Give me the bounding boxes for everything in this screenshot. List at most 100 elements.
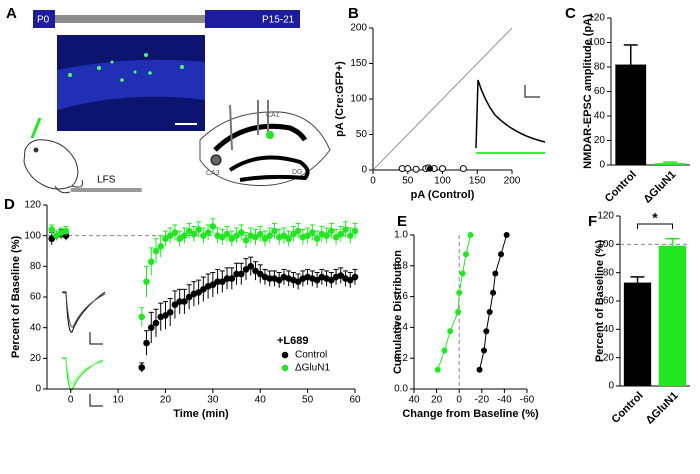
cumulative-line [479,234,508,370]
point [486,309,493,315]
y-tick-label: 0 [608,381,614,392]
x-tick-label: 40 [408,395,420,406]
y-tick-label: 100 [597,239,614,250]
timeline-bar [55,15,205,23]
panel-label: F [588,213,597,230]
timeline-end-label: P15-21 [262,15,295,26]
b-inset-trace [475,79,546,154]
point [143,339,150,347]
point [266,232,274,239]
point [166,309,174,316]
y-tick-label: 60 [603,296,615,307]
point [313,235,321,243]
y-tick-label: 0.0 [394,384,408,395]
y-axis-label: Percent of Baseline (%) [594,240,606,363]
stimulus-bar [70,188,142,192]
mouse [23,139,83,194]
point [195,289,202,296]
point [328,227,335,235]
y-tick-label: 40 [594,111,606,122]
x-tick-label: 20 [160,395,172,406]
legend-marker [281,364,289,372]
point [459,270,466,277]
y-axis-label: pA (Cre:GFP+) [334,61,346,137]
point [219,233,226,241]
point [337,230,345,238]
y-axis-label: Percent of Baseline (%) [10,236,22,359]
point [171,229,179,236]
point [275,276,283,284]
significance-label: * [652,210,658,226]
legend-label: Control [295,350,327,361]
y-tick-label: 0.8 [394,260,408,271]
point [290,230,297,238]
y-tick-label: 0.6 [394,291,408,302]
y-tick-label: 0 [35,384,41,395]
point [304,232,311,239]
point [503,232,510,238]
y-tick-label: 40 [603,324,615,335]
point [176,235,183,243]
y-tick-label: 20 [603,352,615,363]
point [313,276,321,284]
x-tick-label: 100 [434,176,451,187]
point [447,328,454,335]
y-tick-label: 0.2 [394,353,408,364]
point [152,247,160,255]
point [181,232,188,239]
point [48,226,56,233]
recorded-cell [266,131,274,139]
unity-line [372,27,513,171]
y-tick-label: 150 [350,58,367,69]
point [237,229,245,236]
y-tick-label: 20 [594,135,606,146]
panel-label: B [348,5,359,22]
point [346,232,354,239]
y-tick-label: 100 [350,94,367,105]
x-axis-label: Change from Baseline (%) [402,408,539,420]
stimulus-label: LFS [97,175,116,186]
point [223,230,231,238]
point [209,281,217,289]
point [228,235,236,243]
point [162,235,169,243]
point [256,230,264,238]
point [476,366,483,373]
y-tick-label: 60 [594,86,606,97]
y-tick-label: 20 [30,353,42,364]
x-tick-label: 200 [504,176,521,187]
point [233,232,240,239]
bar [658,245,687,386]
region-label: DG [292,169,303,176]
point [439,165,446,173]
point [328,276,335,284]
point [294,278,302,285]
point [171,301,179,308]
y-tick-label: 40 [30,322,42,333]
y-tick-label: 0.4 [394,322,408,333]
point [138,313,146,321]
point [53,232,60,239]
category-label: Control [610,390,646,426]
point [434,366,441,373]
y-tick-label: 50 [356,129,368,140]
bar [615,64,647,165]
y-tick-label: 80 [594,62,606,73]
point [412,165,420,173]
point [456,289,463,296]
point [351,273,359,281]
point [490,289,497,296]
x-tick-label: -40 [497,395,512,406]
cumulative-line [437,234,471,370]
point [237,270,245,278]
point [200,286,207,293]
point [252,267,259,275]
y-axis-label: NMDAR-EPSC amplitude (pA) [582,14,594,169]
point [200,232,207,239]
point [256,270,264,278]
panel-label: E [397,213,407,230]
point [426,165,433,172]
point [204,229,212,236]
point [332,233,340,241]
